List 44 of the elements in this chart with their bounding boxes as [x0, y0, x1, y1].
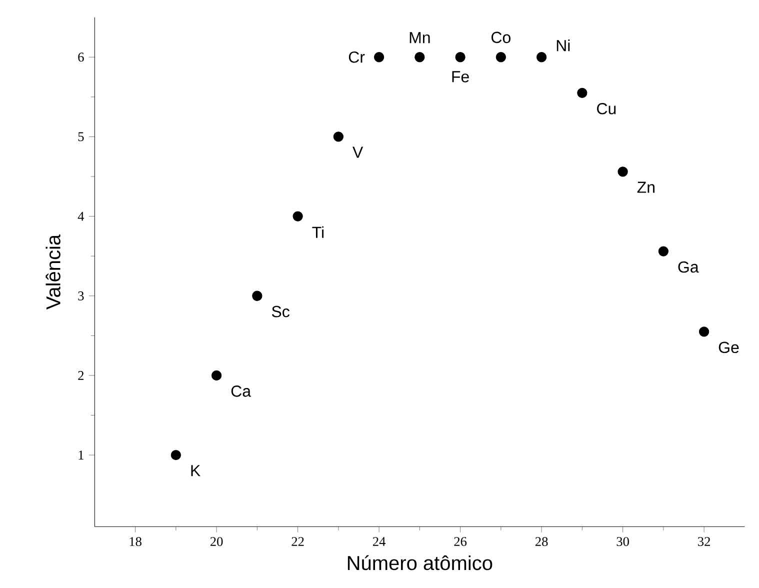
- annotation: Ga: [678, 261, 699, 273]
- x-tick-label: 22: [292, 537, 304, 546]
- x-tick-label: 30: [616, 537, 629, 546]
- annotation: V: [352, 146, 364, 158]
- annotation: Ge: [718, 342, 739, 354]
- annotation: Ca: [231, 386, 252, 397]
- point: [333, 132, 344, 142]
- annotation: Mn: [410, 32, 430, 44]
- point: [252, 290, 262, 301]
- x-tick-label: 26: [454, 537, 467, 546]
- x-tick-label: 24: [372, 537, 386, 546]
- point: [374, 52, 384, 62]
- annotation: Zn: [637, 182, 654, 193]
- annotation: Fe: [452, 71, 469, 82]
- point: [292, 211, 303, 222]
- y-tick-label: 1: [78, 450, 84, 460]
- x-tick-label: 28: [535, 537, 548, 546]
- y-tick-label: 6: [78, 52, 84, 62]
- x-tick-label: 18: [130, 537, 142, 546]
- point: [658, 246, 668, 256]
- point: [414, 52, 425, 62]
- x-tick-label: 20: [210, 537, 223, 546]
- point: [211, 370, 222, 381]
- x-axis-title: Número atômico: [348, 555, 492, 570]
- point: [496, 52, 506, 62]
- point: [536, 52, 547, 62]
- y-tick-label: 4: [78, 212, 84, 221]
- annotation: Cu: [597, 102, 616, 114]
- point: [170, 450, 181, 460]
- annotation: Co: [492, 32, 510, 44]
- point: [577, 88, 588, 98]
- point: [618, 166, 628, 177]
- point: [698, 326, 710, 337]
- annotation: Cr: [348, 51, 365, 63]
- y-tick-label: 2: [78, 371, 84, 380]
- annotation: Ni: [556, 39, 570, 52]
- annotation: Sc: [272, 306, 290, 318]
- y-tick-label: 3: [78, 291, 84, 300]
- point: [455, 52, 466, 62]
- y-axis-title: Valência: [46, 234, 60, 310]
- y-tick-label: 5: [78, 132, 84, 142]
- annotation: K: [191, 465, 200, 476]
- x-tick-label: 32: [698, 537, 710, 546]
- annotation: Ti: [312, 226, 324, 238]
